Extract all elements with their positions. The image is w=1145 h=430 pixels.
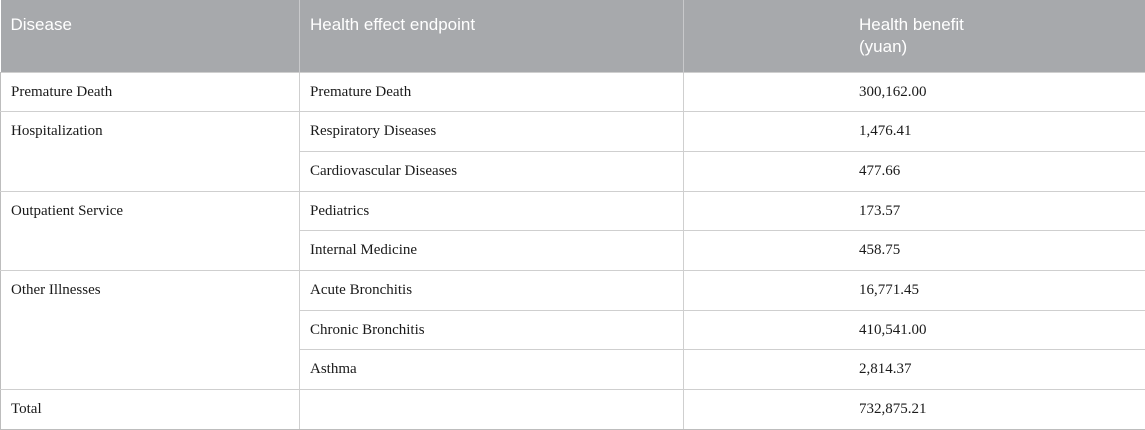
endpoint-cell: Asthma	[299, 349, 684, 390]
endpoint-label: Premature Death	[310, 83, 412, 100]
disease-cell: Outpatient Service	[0, 190, 300, 271]
header-health-benefit: Health benefit (yuan)	[683, 0, 1145, 72]
endpoint-cell: Respiratory Diseases	[299, 111, 684, 152]
benefit-cell: 732,875.21	[683, 389, 1145, 430]
disease-label: Outpatient Service	[11, 202, 124, 219]
table-row: Outpatient Service Pediatrics 173.57	[0, 190, 1145, 271]
benefit-value: 173.57	[859, 202, 901, 219]
benefit-cell: 173.57	[683, 190, 1145, 232]
endpoint-cell: Internal Medicine	[299, 230, 684, 271]
table-row: Cardiovascular Diseases 477.66	[1, 150, 1145, 192]
benefit-cell: 458.75	[683, 230, 1145, 271]
endpoint-label: Chronic Bronchitis	[310, 321, 425, 338]
table-row: Premature Death Premature Death 300,162.00	[0, 71, 1145, 113]
endpoint-label: Acute Bronchitis	[310, 281, 413, 298]
benefit-cell: 16,771.45	[683, 269, 1145, 311]
benefit-value: 477.66	[859, 162, 901, 179]
endpoint-label: Pediatrics	[310, 202, 370, 219]
disease-cell: Premature Death	[0, 71, 300, 113]
disease-cell: Other Illnesses	[0, 269, 300, 391]
header-disease: Disease	[0, 0, 300, 72]
benefit-value: 458.75	[859, 242, 901, 259]
disease-cell: Total	[0, 389, 300, 430]
header-health-benefit-line1: Health benefit	[859, 15, 964, 34]
endpoint-label: Internal Medicine	[310, 242, 418, 259]
benefit-value: 2,814.37	[859, 361, 912, 378]
table-row: Chronic Bronchitis 410,541.00	[1, 309, 1145, 351]
endpoint-cell: Acute Bronchitis	[299, 269, 684, 311]
benefit-cell: 410,541.00	[683, 309, 1145, 351]
header-health-effect-endpoint: Health effect endpoint	[299, 0, 684, 72]
benefit-cell: 477.66	[683, 150, 1145, 192]
benefit-cell: 2,814.37	[683, 349, 1145, 390]
table-row: Asthma 2,814.37	[1, 349, 1145, 390]
benefit-cell: 300,162.00	[683, 71, 1145, 113]
endpoint-cell: Pediatrics	[299, 190, 684, 232]
disease-cell: Hospitalization	[0, 111, 300, 192]
table-body: Premature Death Premature Death 300,162.00…	[0, 71, 1145, 430]
table-header: Disease Health effect endpoint Health be…	[0, 0, 1145, 72]
disease-label: Total	[11, 401, 42, 417]
table-row: Total 732,875.21	[0, 389, 1145, 430]
header-health-benefit-unit: (yuan)	[859, 37, 908, 56]
table-row: Internal Medicine 458.75	[1, 230, 1145, 271]
endpoint-label	[310, 390, 673, 401]
endpoint-cell: Premature Death	[299, 71, 684, 113]
endpoint-label: Asthma	[310, 361, 357, 378]
table-row: Other Illnesses Acute Bronchitis 16,771.45	[0, 269, 1145, 391]
disease-label: Premature Death	[11, 83, 113, 100]
benefit-cell: 1,476.41	[683, 111, 1145, 152]
benefit-value: 410,541.00	[859, 321, 927, 338]
endpoint-cell: Cardiovascular Diseases	[299, 150, 684, 192]
benefit-value: 16,771.45	[859, 281, 919, 298]
endpoint-label: Cardiovascular Diseases	[310, 162, 458, 179]
benefit-value: 732,875.21	[859, 401, 927, 417]
table-row: Hospitalization Respiratory Diseases 1,476…	[0, 111, 1145, 192]
header-row: Disease Health effect endpoint Health be…	[0, 0, 1145, 72]
endpoint-cell: Chronic Bronchitis	[299, 309, 684, 351]
endpoint-label: Respiratory Diseases	[310, 123, 437, 140]
benefit-value: 300,162.00	[859, 83, 927, 100]
disease-label: Hospitalization	[11, 123, 103, 140]
benefit-value: 1,476.41	[859, 123, 912, 140]
endpoint-cell	[299, 389, 684, 430]
disease-label: Other Illnesses	[11, 281, 101, 298]
